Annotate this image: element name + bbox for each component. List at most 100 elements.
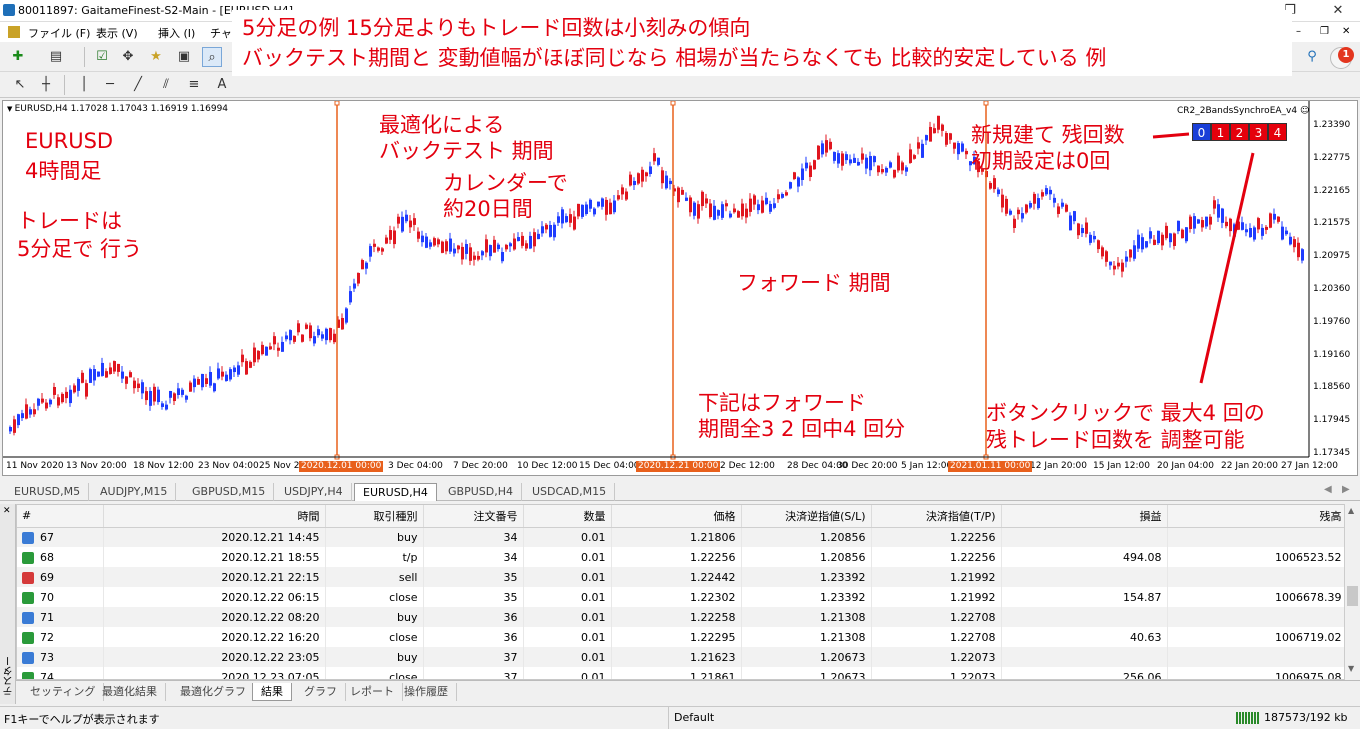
cell-qty: 0.01: [523, 667, 612, 679]
table-row[interactable]: 71 2020.12.22 08:20 buy 36 0.01 1.22258 1.2130…: [17, 607, 1345, 627]
cell-price: 1.22442: [611, 567, 742, 587]
scroll-thumb[interactable]: [1347, 586, 1358, 606]
table-row[interactable]: 68 2020.12.21 18:55 t/p 34 0.01 1.22256 1.2085…: [17, 547, 1345, 567]
menu-insert[interactable]: 挿入 (I): [158, 27, 196, 40]
table-row[interactable]: 73 2020.12.22 23:05 buy 37 0.01 1.21623 1.2067…: [17, 647, 1345, 667]
tab-journal[interactable]: 操作履歴: [396, 683, 457, 701]
col-balance[interactable]: 残高: [1167, 505, 1345, 528]
annotation-trade-1: トレードは: [17, 209, 122, 233]
close-icon[interactable]: ✕: [1332, 3, 1344, 18]
cell-qty: 0.01: [523, 527, 612, 547]
notification-badge[interactable]: 1: [1338, 47, 1354, 63]
favorites-icon[interactable]: ★: [150, 49, 162, 64]
tab-gbpusd-h4[interactable]: GBPUSD,H4: [440, 483, 522, 501]
smiley-icon: ☺: [1299, 106, 1310, 116]
annotation-button-1: ボタンクリックで 最大4 回の: [986, 401, 1265, 425]
col-volume[interactable]: 数量: [523, 505, 612, 528]
tab-audjpy-m15[interactable]: AUDJPY,M15: [92, 483, 177, 501]
menu-view[interactable]: 表示 (V): [96, 27, 138, 40]
menu-chart[interactable]: チャ: [210, 27, 232, 40]
cell-qty: 0.01: [523, 567, 612, 587]
cell-type: close: [325, 627, 424, 647]
cell-price: 1.22256: [611, 547, 742, 567]
trendline-icon[interactable]: ╱: [134, 77, 142, 92]
cell-pl: [1001, 647, 1168, 667]
mdi-restore-icon[interactable]: ❐: [1320, 26, 1329, 37]
text-tool-icon[interactable]: A: [217, 77, 227, 92]
tabs-scroll-left-icon[interactable]: ◀: [1324, 484, 1332, 495]
price-tick-label: 1.22775: [1313, 152, 1351, 163]
tabs-scroll-right-icon[interactable]: ▶: [1342, 484, 1350, 495]
tab-eurusd-m5[interactable]: EURUSD,M5: [6, 483, 90, 501]
fibonacci-icon[interactable]: ≡: [188, 77, 200, 92]
window-title: 80011897: GaitameFinest-S2-Main - [EURUS…: [18, 4, 294, 17]
cursor-icon[interactable]: ↖: [14, 77, 26, 92]
cell-order: 35: [423, 567, 524, 587]
col-time[interactable]: 時間: [103, 505, 326, 528]
tab-optimization-results[interactable]: 最適化結果: [94, 683, 166, 701]
mdi-minimize-icon[interactable]: –: [1296, 26, 1301, 37]
market-watch-icon[interactable]: ☑: [96, 49, 108, 64]
remaining-button-3[interactable]: 3: [1249, 123, 1268, 141]
remaining-button-2[interactable]: 2: [1230, 123, 1249, 141]
new-chart-icon[interactable]: ✚: [12, 49, 24, 64]
scroll-down-icon[interactable]: ▼: [1348, 664, 1355, 673]
remaining-button-1[interactable]: 1: [1211, 123, 1230, 141]
tab-usdcad-m15[interactable]: USDCAD,M15: [524, 483, 616, 501]
cell-qty: 0.01: [523, 647, 612, 667]
menu-file[interactable]: ファイル (F): [28, 27, 91, 40]
vertical-line-icon[interactable]: │: [80, 77, 88, 92]
col-tp[interactable]: 決済指値(T/P): [871, 505, 1002, 528]
scroll-up-icon[interactable]: ▲: [1348, 506, 1355, 515]
table-row[interactable]: 69 2020.12.21 22:15 sell 35 0.01 1.22442 1.233…: [17, 567, 1345, 587]
col-type[interactable]: 取引種別: [325, 505, 424, 528]
time-tick-label: 15 Jan 12:00: [1093, 461, 1150, 471]
table-scrollbar[interactable]: ▲ ▼: [1344, 504, 1360, 680]
table-row[interactable]: 72 2020.12.22 16:20 close 36 0.01 1.22295 1.21…: [17, 627, 1345, 647]
tab-gbpusd-m15[interactable]: GBPUSD,M15: [184, 483, 275, 501]
profiles-icon[interactable]: ▤: [49, 49, 63, 64]
cell-bal: [1167, 607, 1345, 627]
price-tick-label: 1.22165: [1313, 185, 1351, 196]
table-row[interactable]: 74 2020.12.23 07:05 close 37 0.01 1.21861 1.20…: [17, 667, 1345, 679]
col-profit[interactable]: 損益: [1001, 505, 1168, 528]
tab-report[interactable]: レポート: [342, 683, 403, 701]
crosshair-icon[interactable]: ┼: [42, 77, 50, 92]
mdi-close-icon[interactable]: ✕: [1342, 26, 1351, 37]
horizontal-line-icon[interactable]: ─: [106, 77, 114, 92]
channel-icon[interactable]: ⫽: [163, 77, 169, 92]
panel-close-icon[interactable]: ✕: [3, 506, 11, 516]
col-number[interactable]: #: [17, 505, 104, 528]
cell-order: 37: [423, 647, 524, 667]
tab-settings[interactable]: セッティング: [22, 683, 105, 701]
table-row[interactable]: 67 2020.12.21 14:45 buy 34 0.01 1.21806 1.2085…: [17, 527, 1345, 547]
tab-results[interactable]: 結果: [252, 683, 292, 701]
row-number-cell: 73: [17, 647, 104, 667]
tab-eurusd-h4[interactable]: EURUSD,H4: [354, 483, 437, 501]
tab-optimization-graph[interactable]: 最適化グラフ: [172, 683, 255, 701]
time-tick-label: 2 Dec 12:00: [720, 461, 775, 471]
annotation-trade-2: 5分足で 行う: [17, 237, 143, 261]
col-order[interactable]: 注文番号: [423, 505, 524, 528]
cell-time: 2020.12.22 06:15: [103, 587, 326, 607]
remaining-button-0[interactable]: 0: [1192, 123, 1211, 141]
tab-graph[interactable]: グラフ: [296, 683, 346, 701]
col-price[interactable]: 価格: [611, 505, 742, 528]
tab-usdjpy-h4[interactable]: USDJPY,H4: [276, 483, 352, 501]
col-sl[interactable]: 決済逆指値(S/L): [741, 505, 872, 528]
table-row[interactable]: 70 2020.12.22 06:15 close 35 0.01 1.22302 1.23…: [17, 587, 1345, 607]
tester-icon[interactable]: ⌕: [202, 47, 222, 67]
row-number-cell: 70: [17, 587, 104, 607]
cell-price: 1.21806: [611, 527, 742, 547]
search-icon[interactable]: ⚲: [1307, 49, 1317, 64]
cell-tp: 1.21992: [871, 587, 1002, 607]
price-chart[interactable]: ▼ EURUSD,H4 1.17028 1.17043 1.16919 1.16…: [2, 100, 1358, 476]
remaining-button-4[interactable]: 4: [1268, 123, 1287, 141]
terminal-icon[interactable]: ▣: [177, 49, 191, 64]
close-order-icon: [22, 591, 34, 604]
status-profile: Default: [674, 711, 715, 724]
status-help: F1キーでヘルプが表示されます: [4, 713, 160, 726]
time-tick-label: 3 Dec 04:00: [388, 461, 443, 471]
navigator-icon[interactable]: ✥: [122, 49, 134, 64]
drawing-toolbar: ↖ ┼ │ ─ ╱ ⫽ ≡ A: [0, 72, 1360, 98]
